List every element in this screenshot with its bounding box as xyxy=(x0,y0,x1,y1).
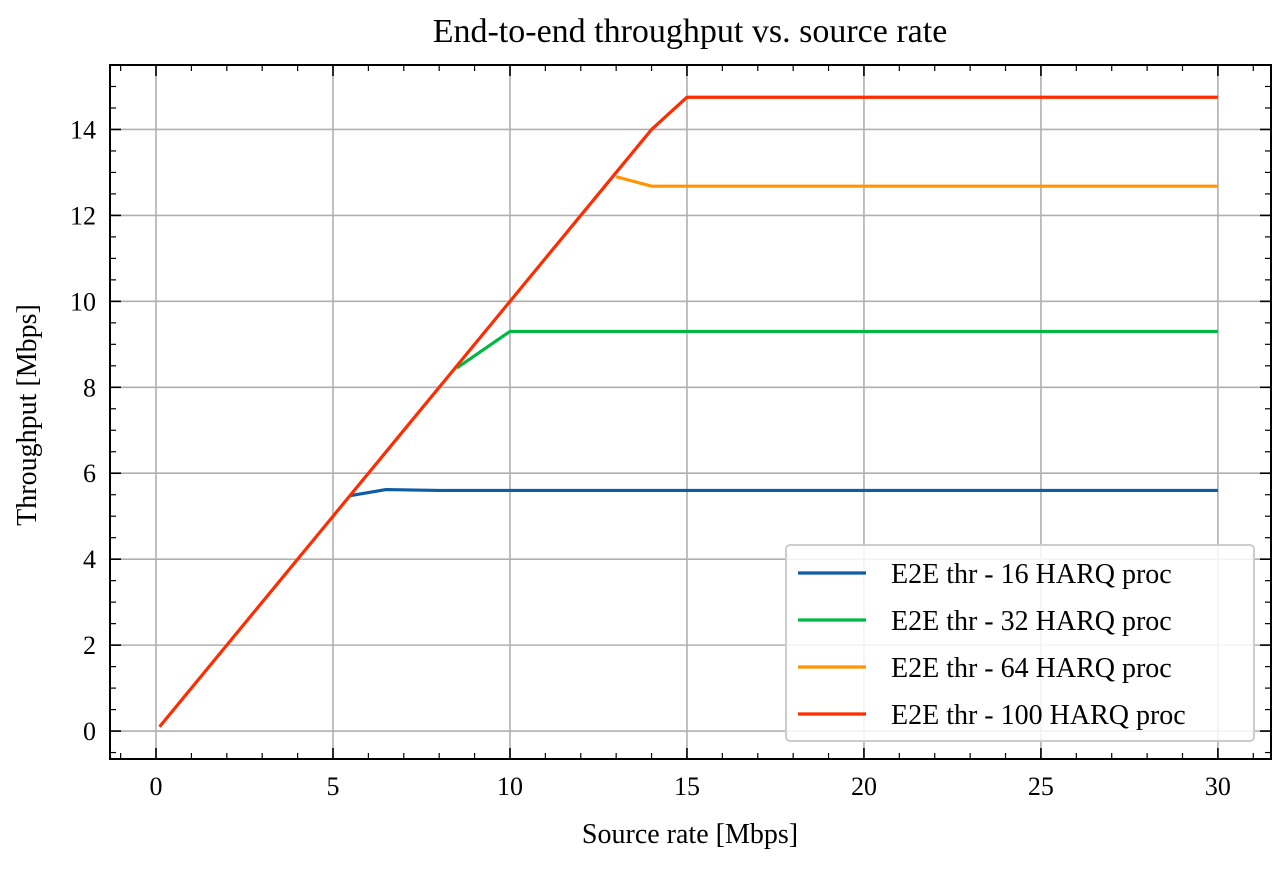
legend-box xyxy=(785,544,1255,742)
legend-label: E2E thr - 64 HARQ proc xyxy=(891,653,1172,684)
x-tick-label: 25 xyxy=(1028,772,1054,801)
series-lines xyxy=(158,95,1218,728)
y-axis-label: Throughput [Mbps] xyxy=(12,304,43,526)
x-tick-label: 15 xyxy=(674,772,700,801)
series-line-2 xyxy=(455,329,1218,370)
x-tick-label: 0 xyxy=(150,772,163,801)
series-line-3 xyxy=(615,175,1218,188)
y-tick-label: 2 xyxy=(83,631,96,660)
x-axis-label: Source rate [Mbps] xyxy=(582,819,798,850)
legend-label: E2E thr - 16 HARQ proc xyxy=(891,559,1172,590)
legend-label: E2E thr - 100 HARQ proc xyxy=(891,700,1186,731)
x-tick-label: 5 xyxy=(326,772,339,801)
series-line-4 xyxy=(158,95,1218,728)
x-tick-label: 30 xyxy=(1205,772,1231,801)
chart-title: End-to-end throughput vs. source rate xyxy=(433,13,948,50)
x-tick-label: 20 xyxy=(851,772,877,801)
y-tick-label: 10 xyxy=(70,287,96,316)
plot-frame xyxy=(109,64,1272,760)
x-tick-label: 10 xyxy=(497,772,523,801)
series-line-1 xyxy=(350,487,1218,498)
legend: E2E thr - 16 HARQ proc E2E thr - 32 HARQ … xyxy=(785,544,1255,742)
plot-border xyxy=(109,64,1272,760)
y-tick-label: 0 xyxy=(83,717,96,746)
y-tick-label: 14 xyxy=(70,115,96,144)
y-tick-label: 12 xyxy=(70,201,96,230)
legend-label: E2E thr - 32 HARQ proc xyxy=(891,606,1172,637)
y-tick-label: 8 xyxy=(83,373,96,402)
axis-ticks: 0 5 10 15 20 25 30 0 2 4 6 8 10 12 14 xyxy=(70,64,1271,801)
y-tick-label: 4 xyxy=(83,545,96,574)
y-tick-label: 6 xyxy=(83,459,96,488)
